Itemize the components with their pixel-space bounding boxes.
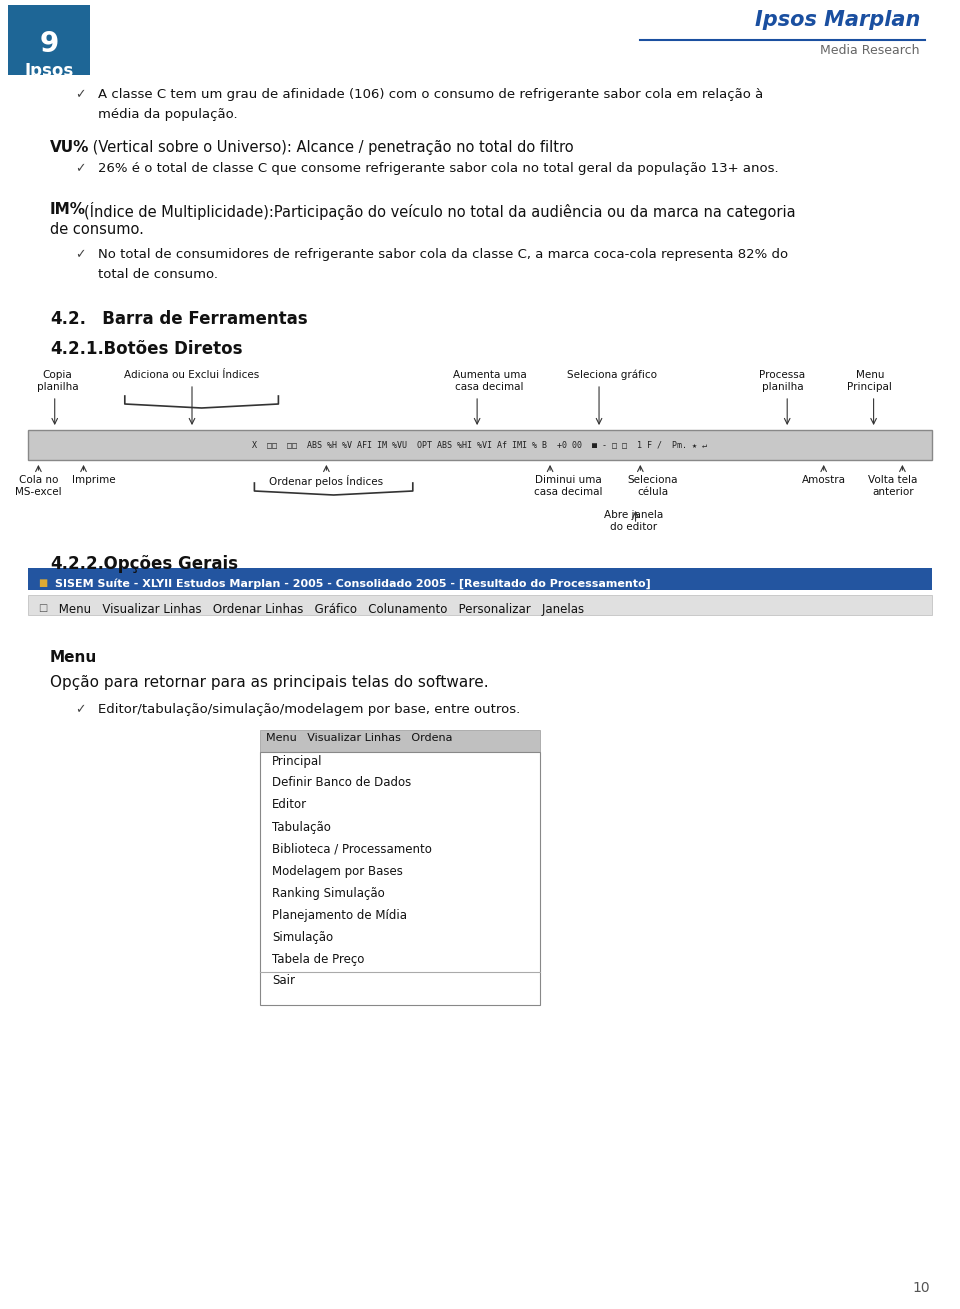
Text: Menu: Menu [855, 370, 884, 380]
Text: Modelagem por Bases: Modelagem por Bases [272, 864, 403, 877]
Text: □: □ [38, 603, 47, 613]
Text: Sair: Sair [272, 974, 295, 987]
Text: casa decimal: casa decimal [455, 382, 524, 391]
Text: casa decimal: casa decimal [534, 487, 603, 497]
Text: Adiciona ou Exclui Índices: Adiciona ou Exclui Índices [125, 370, 259, 380]
Text: do editor: do editor [610, 522, 658, 531]
FancyBboxPatch shape [28, 429, 932, 459]
Text: Seleciona: Seleciona [628, 475, 678, 486]
Text: Aumenta uma: Aumenta uma [453, 370, 526, 380]
FancyBboxPatch shape [8, 5, 90, 75]
Text: A classe C tem um grau de afinidade (106) com o consumo de refrigerante sabor co: A classe C tem um grau de afinidade (106… [98, 88, 763, 101]
Text: Editor/tabulação/simulação/modelagem por base, entre outros.: Editor/tabulação/simulação/modelagem por… [98, 703, 520, 716]
Text: Seleciona gráfico: Seleciona gráfico [567, 370, 658, 381]
Text: Ranking Simulação: Ranking Simulação [272, 886, 385, 899]
Text: Abre janela: Abre janela [604, 511, 663, 520]
Text: Ipsos Marplan: Ipsos Marplan [755, 10, 920, 30]
Text: Diminui uma: Diminui uma [535, 475, 602, 486]
Text: X  □□  □□  ABS %H %V AFI IM %VU  OPT ABS %HI %VI Af IMI % B  +0 00  ■ - □ □  1 F: X □□ □□ ABS %H %V AFI IM %VU OPT ABS %HI… [252, 441, 708, 449]
Text: Amostra: Amostra [802, 475, 846, 486]
Text: Barra de Ferramentas: Barra de Ferramentas [85, 310, 307, 329]
FancyBboxPatch shape [28, 596, 932, 615]
Text: Tabela de Preço: Tabela de Preço [272, 953, 365, 966]
Text: Opção para retornar para as principais telas do software.: Opção para retornar para as principais t… [50, 675, 489, 690]
Text: 4.2.1.: 4.2.1. [50, 340, 104, 357]
Text: SISEM Suíte - XLYII Estudos Marplan - 2005 - Consolidado 2005 - [Resultado do Pr: SISEM Suíte - XLYII Estudos Marplan - 20… [55, 579, 651, 589]
FancyBboxPatch shape [260, 751, 540, 1005]
Text: Media Research: Media Research [821, 45, 920, 58]
Text: Principal: Principal [272, 754, 323, 767]
Text: Volta tela: Volta tela [868, 475, 918, 486]
Text: Menu   Visualizar Linhas   Ordena: Menu Visualizar Linhas Ordena [266, 733, 452, 744]
Text: de consumo.: de consumo. [50, 223, 144, 237]
Text: Simulação: Simulação [272, 931, 333, 944]
Text: Menu   Visualizar Linhas   Ordenar Linhas   Gráfico   Colunamento   Personalizar: Menu Visualizar Linhas Ordenar Linhas Gr… [55, 603, 584, 617]
Text: Cola no: Cola no [18, 475, 59, 486]
Text: 4.2.2.: 4.2.2. [50, 555, 104, 573]
Text: ■: ■ [38, 579, 47, 588]
Text: planilha: planilha [36, 382, 79, 391]
Text: média da população.: média da população. [98, 109, 238, 120]
Text: 4.2.: 4.2. [50, 310, 86, 329]
Text: (Índice de Multiplicidade):Participação do veículo no total da audiência ou da m: (Índice de Multiplicidade):Participação … [84, 202, 796, 220]
Text: anterior: anterior [872, 487, 914, 497]
Text: ✓: ✓ [75, 703, 85, 716]
Text: ✓: ✓ [75, 162, 85, 175]
Text: Botões Diretos: Botões Diretos [92, 340, 243, 357]
Text: 10: 10 [912, 1282, 930, 1295]
Text: Processa: Processa [759, 370, 805, 380]
Text: Menu: Menu [50, 651, 97, 665]
Text: Ipsos: Ipsos [24, 62, 74, 80]
Text: ✓: ✓ [75, 247, 85, 260]
Text: planilha: planilha [761, 382, 804, 391]
Text: VU%: VU% [50, 140, 89, 154]
Text: IM%: IM% [50, 202, 86, 217]
Text: Imprime: Imprime [72, 475, 116, 486]
Text: Principal: Principal [848, 382, 892, 391]
Text: Ordenar pelos Índices: Ordenar pelos Índices [270, 475, 383, 487]
FancyBboxPatch shape [260, 730, 540, 751]
Text: Planejamento de Mídia: Planejamento de Mídia [272, 908, 407, 922]
Text: Copia: Copia [43, 370, 72, 380]
Text: total de consumo.: total de consumo. [98, 268, 218, 281]
Text: MS-excel: MS-excel [15, 487, 61, 497]
Text: Biblioteca / Processamento: Biblioteca / Processamento [272, 843, 432, 856]
Text: 9: 9 [39, 30, 59, 58]
Text: ✓: ✓ [75, 88, 85, 101]
Text: Editor: Editor [272, 798, 307, 812]
Text: Definir Banco de Dados: Definir Banco de Dados [272, 776, 411, 789]
Text: célula: célula [637, 487, 668, 497]
FancyBboxPatch shape [28, 568, 932, 590]
Text: No total de consumidores de refrigerante sabor cola da classe C, a marca coca-co: No total de consumidores de refrigerante… [98, 247, 788, 260]
Text: Opções Gerais: Opções Gerais [92, 555, 238, 573]
Text: (Vertical sobre o Universo): Alcance / penetração no total do filtro: (Vertical sobre o Universo): Alcance / p… [88, 140, 574, 154]
Text: 26% é o total de classe C que consome refrigerante sabor cola no total geral da : 26% é o total de classe C que consome re… [98, 162, 779, 175]
Text: Tabulação: Tabulação [272, 821, 331, 834]
